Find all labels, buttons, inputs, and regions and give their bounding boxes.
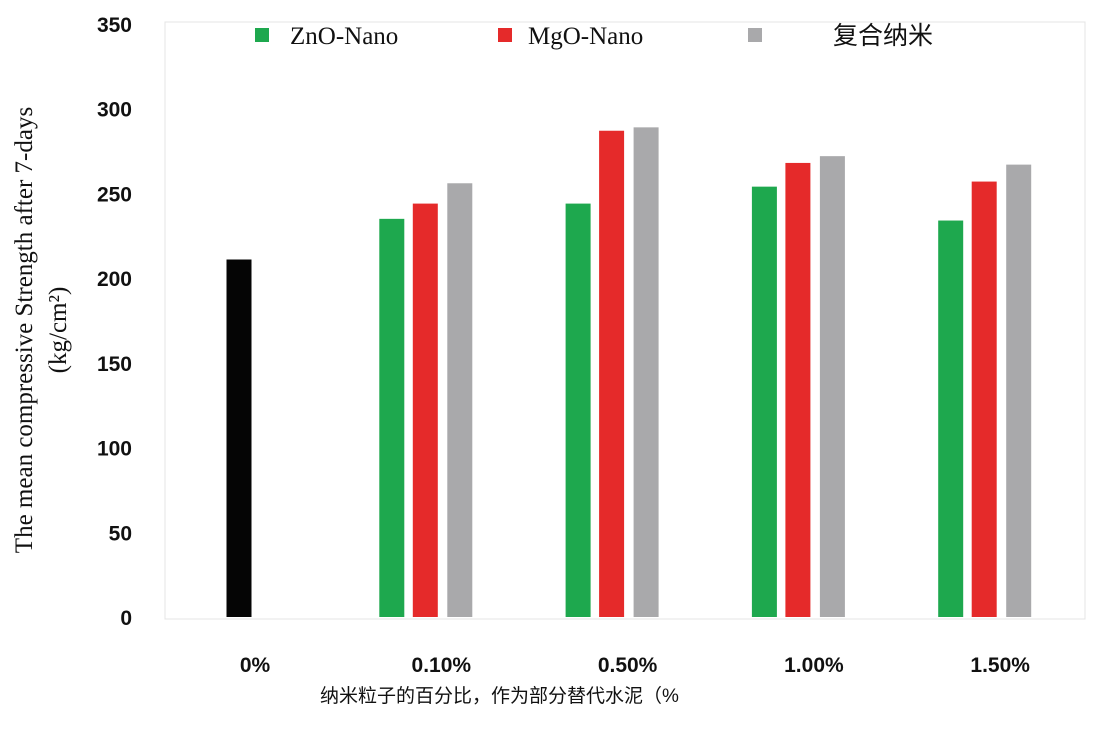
y-tick-label: 350 [97, 14, 132, 37]
y-tick-label: 50 [109, 522, 132, 545]
y-axis-label-unit: (kg/cm²) [45, 287, 72, 374]
x-tick-label: 0% [240, 654, 271, 677]
bar [412, 203, 438, 617]
x-tick-label: 0.10% [412, 654, 472, 677]
bar [565, 203, 591, 617]
legend-swatch [255, 28, 269, 42]
bar [599, 130, 625, 618]
y-tick-label: 200 [97, 268, 132, 291]
bar [447, 183, 473, 617]
bar [971, 181, 997, 617]
bar [633, 127, 659, 617]
bar [226, 259, 252, 617]
y-tick-label: 150 [97, 353, 132, 376]
x-tick-label: 0.50% [598, 654, 658, 677]
bar [751, 186, 777, 617]
y-tick-label: 300 [97, 99, 132, 122]
x-tick-label: 1.50% [970, 654, 1030, 677]
bar [938, 220, 964, 617]
plot-frame [164, 21, 1086, 620]
x-axis-label: 纳米粒子的百分比，作为部分替代水泥（% [320, 685, 679, 707]
legend-label: ZnO-Nano [290, 23, 398, 50]
x-tick-label: 1.00% [784, 654, 844, 677]
y-tick-label: 100 [97, 438, 132, 461]
y-tick-label: 250 [97, 183, 132, 206]
y-tick-label: 0 [120, 607, 132, 630]
bar [1006, 164, 1032, 617]
legend-swatch [498, 28, 512, 42]
legend-swatch [748, 28, 762, 42]
bar [379, 218, 405, 618]
y-axis-label: The mean compressive Strength after 7-da… [11, 107, 38, 553]
legend-label: MgO-Nano [528, 23, 643, 50]
bar [819, 156, 845, 617]
legend-label: 复合纳米 [833, 22, 933, 50]
bar [785, 162, 811, 617]
